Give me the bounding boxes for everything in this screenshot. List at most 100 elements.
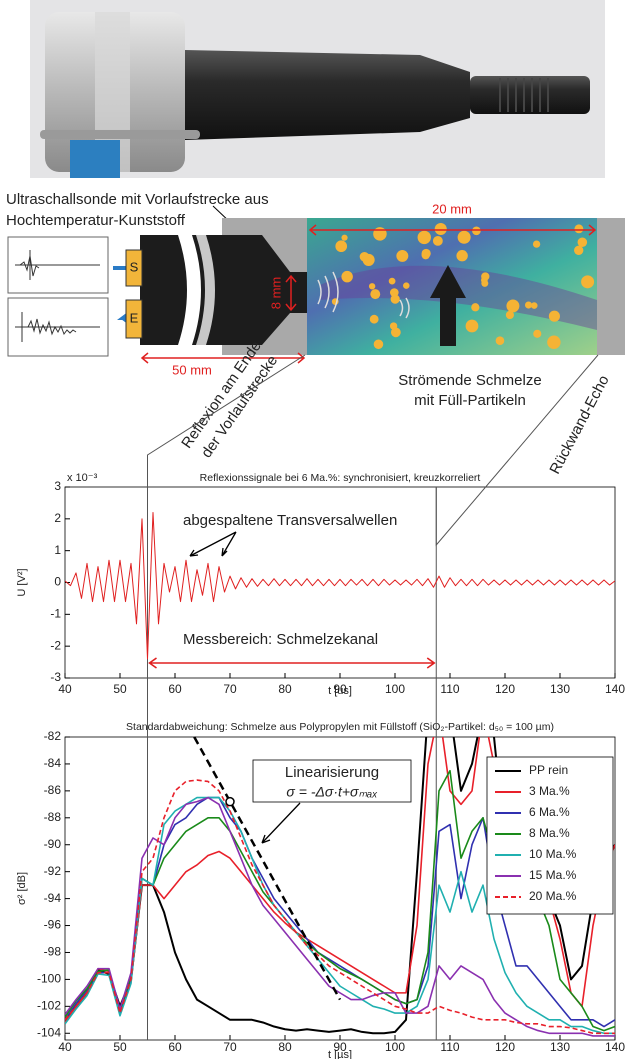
y-tick-label: -96 <box>44 918 62 932</box>
x-tick-label: 50 <box>113 682 127 696</box>
legend-label: 20 Ma.% <box>529 889 577 903</box>
wave-fronts <box>317 271 410 319</box>
x-tick-label: 60 <box>168 682 182 696</box>
particle <box>389 288 399 297</box>
particle <box>370 289 381 300</box>
signal-sketch <box>15 250 100 280</box>
y-tick-label: 2 <box>54 511 61 525</box>
probe-diagram: Ultraschallsonde mit Vorlaufstrecke aus … <box>6 191 625 477</box>
legend-label: 10 Ma.% <box>529 847 577 861</box>
x-tick-label: 50 <box>113 1040 127 1054</box>
x-tick-label: 140 <box>605 682 625 696</box>
signal-sketch <box>15 312 100 342</box>
annotation-arrow <box>189 531 237 557</box>
particle <box>495 336 505 346</box>
particle <box>335 240 348 253</box>
series-line <box>65 511 615 660</box>
x-tick-label: 140 <box>605 1040 625 1054</box>
transducer-e <box>125 299 143 339</box>
photo-tip <box>470 76 590 114</box>
y-tick-label: -104 <box>37 1025 61 1039</box>
particle <box>532 240 541 248</box>
legend-label: 15 Ma.% <box>529 868 577 882</box>
y-multiplier: x 10⁻³ <box>67 472 98 484</box>
dim-label: 8 mm <box>268 277 283 310</box>
y-tick-label: -92 <box>44 864 62 878</box>
range-arrow <box>148 657 436 669</box>
particle <box>456 250 468 262</box>
y-tick-label: 3 <box>54 479 61 493</box>
x-tick-label: 40 <box>58 1040 72 1054</box>
particle <box>472 226 481 236</box>
chart-title: Reflexionssignale bei 6 Ma.%: synchronis… <box>200 472 481 484</box>
x-tick-label: 100 <box>385 1040 405 1054</box>
x-tick-label: 40 <box>58 682 72 696</box>
series-line <box>65 796 615 1037</box>
particle <box>548 310 560 322</box>
legend-label: PP rein <box>529 763 568 777</box>
y-tick-label: -82 <box>44 729 62 743</box>
fit-point <box>225 796 235 807</box>
particle <box>390 327 401 338</box>
y-tick-label: -88 <box>44 810 62 824</box>
connector <box>147 354 306 737</box>
particle <box>471 303 480 312</box>
y-tick-label: -94 <box>44 891 62 905</box>
label-e: E <box>130 310 139 325</box>
particle <box>362 253 375 266</box>
y-tick-label: -90 <box>44 837 62 851</box>
melt-label: mit Füll-Partikeln <box>414 392 526 409</box>
chart-title: Standardabweichung: Schmelze aus Polypro… <box>126 721 554 733</box>
legend-label: 6 Ma.% <box>529 805 570 819</box>
x-tick-label: 70 <box>223 1040 237 1054</box>
particle <box>368 283 376 290</box>
y-tick-label: -100 <box>37 972 61 986</box>
probe-photo <box>30 0 605 178</box>
particle <box>574 224 584 234</box>
dim-label: 20 mm <box>432 201 472 216</box>
y-axis-label: σ² [dB] <box>16 872 28 905</box>
break-mark <box>196 235 215 345</box>
transducer-s <box>125 249 143 287</box>
x-tick-label: 110 <box>440 1040 459 1054</box>
series-line <box>65 796 615 1035</box>
melt-label: Strömende Schmelze <box>398 372 541 389</box>
particle <box>434 222 447 236</box>
y-tick-label: -2 <box>50 638 61 652</box>
fit-line <box>193 736 342 1001</box>
annotation: Linearisierung <box>285 764 379 781</box>
legend-label: 3 Ma.% <box>529 784 570 798</box>
particle <box>505 310 514 320</box>
particle <box>524 301 533 309</box>
x-tick-label: 70 <box>223 682 237 696</box>
echo-label: Rückwand-Echo <box>546 373 612 477</box>
y-tick-label: -102 <box>37 999 61 1013</box>
annotation-box <box>252 759 412 803</box>
chart: Standardabweichung: Schmelze aus Polypro… <box>16 721 625 1059</box>
particle <box>390 294 400 304</box>
x-tick-label: 120 <box>495 682 515 696</box>
y-tick-label: 1 <box>54 543 61 557</box>
x-tick-label: 90 <box>333 682 347 696</box>
particle <box>533 329 542 338</box>
y-tick-label: -1 <box>50 607 61 621</box>
particle <box>403 282 410 289</box>
x-tick-label: 90 <box>333 1040 347 1054</box>
photo-thread <box>499 78 549 112</box>
annotation-arrow <box>261 802 301 844</box>
particle <box>389 322 398 330</box>
x-tick-label: 130 <box>550 682 570 696</box>
particle <box>577 237 588 248</box>
dim-label: 50 mm <box>172 362 212 377</box>
label-s: S <box>130 259 139 274</box>
probe-label: Ultraschallsonde mit Vorlaufstrecke aus <box>6 191 269 208</box>
y-tick-label: -3 <box>50 670 61 684</box>
x-tick-label: 110 <box>440 682 459 696</box>
flow-arrow <box>430 265 466 346</box>
connector <box>435 354 599 737</box>
y-tick-label: -84 <box>44 756 62 770</box>
break-mark <box>178 235 201 345</box>
particle <box>341 234 348 241</box>
particle <box>388 277 396 285</box>
